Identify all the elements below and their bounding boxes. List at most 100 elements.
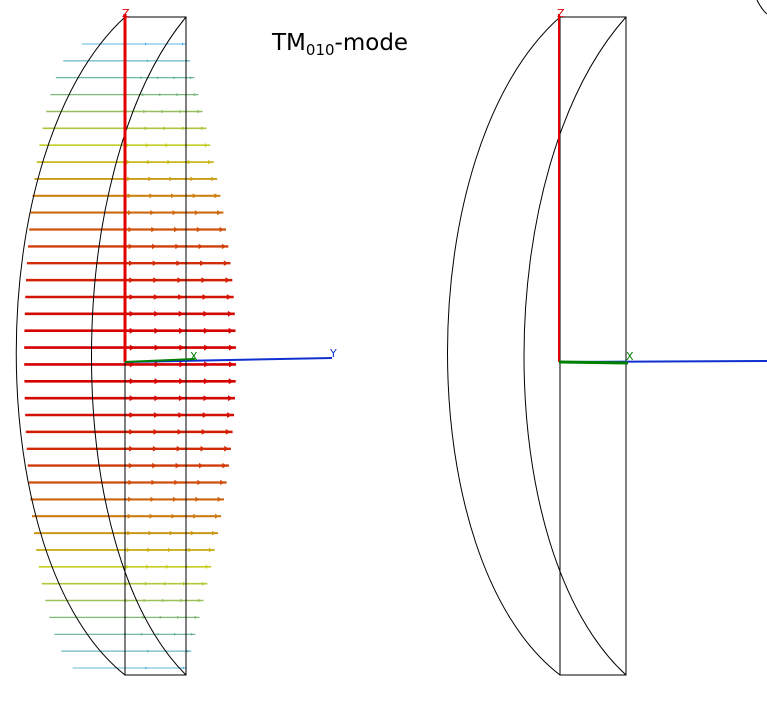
- field-arrow-head: [201, 277, 207, 283]
- field-arrow-head: [145, 666, 148, 670]
- field-arrow-head: [194, 210, 200, 216]
- field-arrow-head: [129, 310, 135, 317]
- field-arrows: [24, 42, 236, 670]
- field-arrow-head: [151, 479, 156, 486]
- field-arrow-head: [140, 632, 144, 636]
- field-arrow-head: [176, 92, 180, 97]
- field-arrow-head: [145, 42, 147, 46]
- field-arrow-head: [201, 126, 205, 131]
- field-arrow-head: [129, 361, 135, 368]
- field-arrow-head: [152, 243, 157, 250]
- field-arrow-head: [142, 615, 145, 620]
- field-arrow-head: [202, 294, 208, 300]
- field-arrow-head: [193, 92, 197, 97]
- left-y-label: Y: [329, 347, 337, 360]
- field-arrow-head: [178, 294, 183, 300]
- field-arrow-head: [126, 564, 130, 569]
- field-arrow-head: [223, 260, 229, 266]
- field-arrow-head: [144, 581, 149, 586]
- field-arrow-head: [169, 530, 174, 536]
- field-arrow-head: [174, 632, 177, 636]
- field-arrow-head: [153, 429, 159, 435]
- field-arrow-head: [149, 513, 154, 519]
- field-arrow-head: [147, 547, 152, 553]
- field-arrow-head: [228, 327, 234, 334]
- field-arrow-head: [140, 76, 143, 80]
- field-arrow-head: [198, 598, 202, 603]
- field-arrow-head: [203, 378, 209, 385]
- field-arrow-head: [129, 260, 134, 266]
- field-arrow-head: [159, 615, 163, 620]
- field-arrow-head: [203, 395, 209, 402]
- field-arrow-head: [190, 530, 195, 536]
- field-arrow-head: [143, 109, 147, 114]
- field-arrow-head: [186, 59, 189, 63]
- left-cavity-outline: [15, 16, 187, 676]
- field-arrow-head: [127, 530, 132, 536]
- field-arrow-head: [146, 59, 150, 63]
- field-arrow-head: [154, 344, 160, 351]
- field-arrow-head: [208, 159, 212, 165]
- field-arrow-head: [175, 462, 181, 469]
- right-cavity-outline: [447, 16, 627, 676]
- field-arrow-head: [171, 513, 176, 519]
- field-arrow-head: [229, 361, 234, 368]
- field-arrow-head: [187, 159, 192, 165]
- field-arrow-head: [157, 632, 160, 636]
- field-arrow-head: [194, 615, 198, 620]
- field-arrow-head: [128, 243, 134, 250]
- field-arrow-head: [154, 327, 160, 334]
- field-arrow-head: [189, 76, 193, 80]
- field-arrow-head: [180, 598, 184, 603]
- field-arrow-head: [128, 496, 133, 502]
- field-arrow-head: [167, 547, 172, 553]
- field-arrow-head: [190, 632, 194, 636]
- field-arrow-head: [172, 496, 178, 502]
- field-arrow-head: [175, 243, 180, 250]
- field-arrow-head: [178, 412, 184, 418]
- field-arrow-head: [204, 143, 209, 148]
- field-arrow-head: [125, 598, 129, 603]
- field-arrow-head: [128, 226, 133, 233]
- field-arrow-head: [147, 649, 150, 653]
- field-arrow-head: [182, 42, 184, 46]
- field-arrow-head: [179, 378, 185, 385]
- field-arrow-head: [176, 260, 182, 266]
- field-arrow-head: [198, 243, 204, 250]
- field-arrow-head: [166, 564, 170, 569]
- field-arrow-head: [203, 310, 209, 317]
- field-arrow-head: [204, 361, 210, 368]
- field-arrow-head: [204, 344, 210, 351]
- field-arrow-head: [227, 412, 232, 418]
- field-arrow-head: [176, 445, 182, 452]
- field-arrow-head: [173, 76, 176, 80]
- field-arrow-head: [192, 193, 197, 199]
- field-arrow-head: [228, 378, 234, 385]
- mode-title: TM010-mode: [272, 30, 409, 59]
- field-arrow-head: [154, 361, 160, 368]
- field-arrow-head: [150, 496, 155, 502]
- field-arrow-head: [179, 344, 185, 351]
- field-arrow-head: [225, 277, 231, 283]
- field-arrow-head: [182, 126, 186, 131]
- left-panel: Z Y X: [15, 7, 337, 676]
- corner-arc: [756, 0, 767, 15]
- field-arrow-head: [141, 92, 145, 97]
- field-arrow-head: [186, 649, 190, 653]
- field-arrow-head: [129, 445, 134, 452]
- field-arrow-head: [143, 598, 147, 603]
- field-arrow-head: [127, 176, 131, 182]
- field-arrow-head: [214, 193, 219, 199]
- field-arrow-head: [159, 92, 162, 97]
- field-arrow-head: [182, 666, 185, 670]
- field-arrow-head: [152, 462, 157, 469]
- field-arrow-head: [151, 226, 156, 233]
- field-arrow-head: [156, 76, 160, 80]
- field-arrow-head: [217, 210, 222, 216]
- field-arrow-head: [145, 143, 150, 148]
- field-arrow-head: [150, 210, 155, 216]
- left-x-label: X: [190, 350, 198, 363]
- field-arrow-head: [125, 581, 130, 586]
- field-arrow-head: [228, 344, 234, 351]
- field-arrow-head: [129, 378, 135, 385]
